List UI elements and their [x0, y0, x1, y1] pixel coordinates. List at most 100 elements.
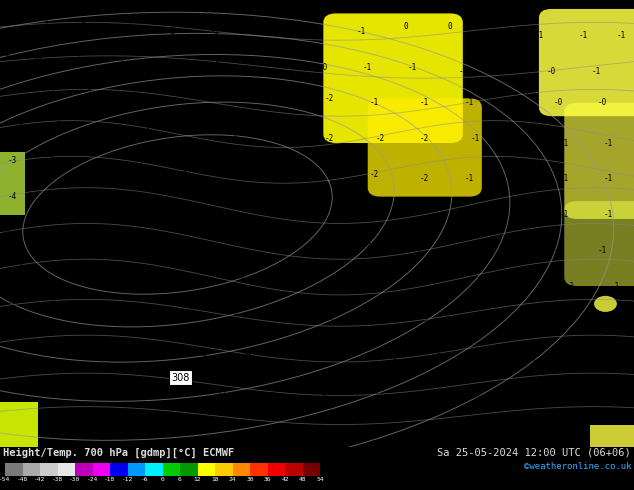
Text: -2: -2 [414, 246, 423, 255]
Text: -3: -3 [91, 161, 100, 170]
Text: -1: -1 [306, 31, 315, 40]
Text: -4: -4 [53, 264, 61, 272]
Text: 12: 12 [194, 477, 201, 483]
Text: -0: -0 [522, 393, 531, 402]
FancyBboxPatch shape [564, 201, 634, 286]
Text: -3: -3 [211, 58, 220, 67]
Text: -3: -3 [97, 125, 106, 134]
Text: -4: -4 [129, 232, 138, 242]
Text: -1: -1 [110, 380, 119, 389]
Text: -3: -3 [91, 304, 100, 313]
Text: -3: -3 [433, 353, 442, 362]
Text: -2: -2 [230, 129, 239, 139]
Text: -3: -3 [338, 353, 347, 362]
Bar [268, 463, 285, 476]
Text: -3: -3 [186, 125, 195, 134]
Text: -1: -1 [604, 210, 613, 219]
Text: -4: -4 [40, 228, 49, 237]
Text: -2: -2 [46, 156, 55, 166]
Bar [285, 463, 302, 476]
Text: -1: -1 [617, 31, 626, 40]
Text: -3: -3 [370, 389, 378, 398]
Text: +1: +1 [268, 241, 277, 250]
Text: -2: -2 [217, 389, 226, 398]
Text: -4: -4 [186, 272, 195, 282]
Text: -3: -3 [46, 85, 55, 94]
Text: -2: -2 [420, 134, 429, 143]
Text: -4: -4 [8, 85, 17, 94]
Text: -0: -0 [503, 67, 512, 76]
Text: -2: -2 [376, 134, 385, 143]
Text: -2: -2 [15, 340, 23, 348]
Text: -2: -2 [211, 27, 220, 36]
Text: -1: -1 [471, 134, 480, 143]
Text: -4: -4 [15, 264, 23, 272]
Text: -1: -1 [465, 174, 474, 183]
Text: -2: -2 [65, 380, 74, 389]
Text: -1: -1 [579, 31, 588, 40]
Text: -38: -38 [52, 477, 63, 483]
Text: -2: -2 [370, 205, 378, 215]
Text: -24: -24 [87, 477, 98, 483]
Text: -1: -1 [509, 210, 518, 219]
Text: -54: -54 [0, 477, 11, 483]
Text: 54: 54 [316, 477, 324, 483]
Text: -3: -3 [268, 389, 277, 398]
Text: 30: 30 [246, 477, 254, 483]
Text: -3: -3 [15, 121, 23, 130]
Text: 0: 0 [160, 477, 164, 483]
Text: -3: -3 [8, 156, 17, 166]
Text: -4: -4 [294, 353, 302, 362]
Bar [162, 463, 180, 476]
Text: -1: -1 [408, 63, 417, 72]
Text: 36: 36 [264, 477, 271, 483]
Text: 0: 0 [619, 393, 624, 402]
Text: -42: -42 [34, 477, 46, 483]
Text: -0: -0 [598, 98, 607, 107]
Bar [302, 463, 320, 476]
Text: -1: -1 [573, 358, 581, 367]
Text: +1: +1 [224, 201, 233, 210]
Text: -0: -0 [319, 63, 328, 72]
Text: 0: 0 [448, 23, 453, 31]
Text: -2: -2 [376, 313, 385, 322]
Text: -1: -1 [465, 98, 474, 107]
Text: -3: -3 [8, 18, 17, 27]
Text: -48: -48 [17, 477, 28, 483]
Text: -3: -3 [53, 121, 61, 130]
Text: -2: -2 [8, 299, 17, 308]
Text: -3: -3 [179, 201, 188, 210]
Text: -1: -1 [515, 134, 524, 143]
Bar [0, 402, 38, 447]
Text: -3: -3 [230, 308, 239, 318]
Text: -2: -2 [275, 94, 283, 103]
Text: -1: -1 [598, 246, 607, 255]
Text: 0: 0 [403, 23, 408, 31]
Text: -4: -4 [8, 192, 17, 201]
Text: -30: -30 [69, 477, 81, 483]
Text: -1: -1 [566, 281, 575, 291]
Text: -2: -2 [471, 281, 480, 291]
Text: -1: -1 [592, 67, 600, 76]
Text: -2: -2 [224, 94, 233, 103]
Text: -3: -3 [141, 268, 150, 277]
Text: -3: -3 [332, 277, 340, 286]
Text: -1: -1 [604, 139, 613, 147]
Text: -4: -4 [281, 277, 290, 286]
Text: -1: -1 [528, 358, 537, 367]
Text: -3: -3 [230, 165, 239, 174]
Text: -3: -3 [84, 89, 93, 98]
Text: 42: 42 [281, 477, 288, 483]
Text: -1: -1 [560, 139, 569, 147]
Text: -1: -1 [522, 281, 531, 291]
Bar [0, 152, 25, 215]
Text: -1: -1 [560, 317, 569, 326]
Text: -1: -1 [509, 246, 518, 255]
Text: -2: -2 [420, 174, 429, 183]
Text: -4: -4 [236, 272, 245, 282]
Text: -2: -2 [325, 94, 334, 103]
Text: -4: -4 [135, 196, 144, 206]
Bar [180, 463, 198, 476]
Text: 48: 48 [299, 477, 306, 483]
Text: -3: -3 [40, 18, 49, 27]
